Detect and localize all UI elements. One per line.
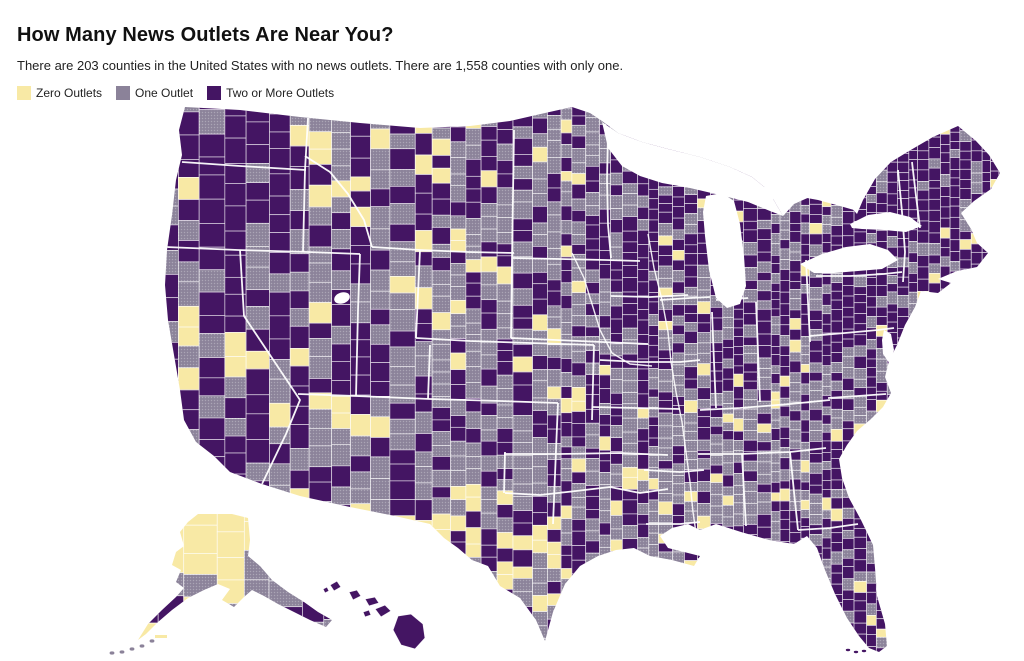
legend-swatch-two-or-more-outlets (207, 86, 222, 100)
legend-label-two-or-more-outlets: Two or More Outlets (226, 86, 335, 100)
legend-item-two-or-more-outlets: Two or More Outlets (207, 86, 334, 100)
legend-item-one-outlet: One Outlet (116, 86, 193, 100)
legend-item-zero-outlets: Zero Outlets (17, 86, 102, 100)
legend-swatch-zero-outlets (17, 86, 31, 100)
page-subtitle: There are 203 counties in the United Sta… (17, 58, 624, 73)
legend-label-zero-outlets: Zero Outlets (36, 86, 103, 100)
chart-header: How Many News Outlets Are Near You? Ther… (17, 24, 623, 100)
legend-label-one-outlet: One Outlet (135, 86, 194, 100)
legend: Zero Outlets One Outlet Two or More Outl… (17, 86, 623, 100)
legend-swatch-one-outlet (116, 86, 131, 100)
page-title: How Many News Outlets Are Near You? (17, 24, 394, 46)
